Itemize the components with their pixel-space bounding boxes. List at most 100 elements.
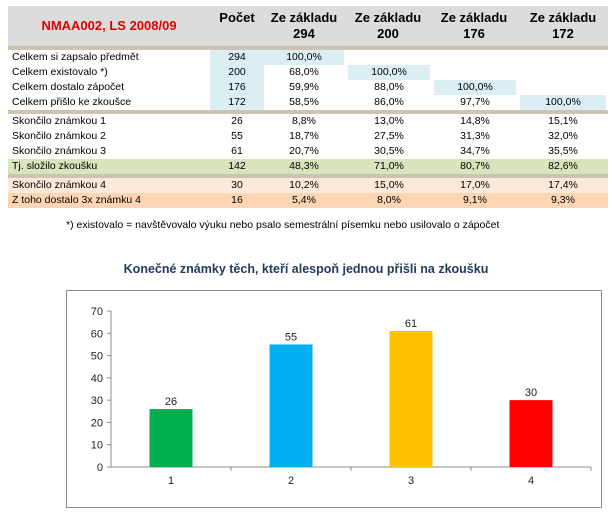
grade-statistics-table: NMAA002, LS 2008/09 Počet Ze základu 294… <box>8 6 608 208</box>
y-tick-label: 40 <box>91 373 103 385</box>
header-base-176: Ze základu 176 <box>434 10 514 42</box>
y-tick-label: 60 <box>91 328 103 340</box>
table-row: Celkem přišlo ke zkoušce 172 58,5% 86,0%… <box>8 95 608 110</box>
header-base-value: 176 <box>463 26 485 41</box>
table-header: NMAA002, LS 2008/09 Počet Ze základu 294… <box>8 6 608 46</box>
cell-pct-200: 15,0% <box>374 179 404 191</box>
header-base-label: Ze základu <box>440 10 508 25</box>
section-divider <box>8 46 608 50</box>
header-base-label: Ze základu <box>354 10 422 25</box>
cell-pct-200: 8,0% <box>377 194 401 206</box>
data-label: 30 <box>525 387 537 399</box>
cell-count: 142 <box>228 160 246 172</box>
cell-pct-176: 9,1% <box>463 194 487 206</box>
table-row: Skončilo známkou 1 26 8,8% 13,0% 14,8% 1… <box>8 114 608 129</box>
row-label: Skončilo známkou 3 <box>12 145 106 157</box>
cell-pct-176 <box>434 65 516 80</box>
data-label: 61 <box>405 318 417 330</box>
passed-summary-row: Tj. složilo zkoušku 142 48,3% 71,0% 80,7… <box>8 159 608 174</box>
row-label: Celkem dostalo zápočet <box>12 81 125 93</box>
row-label: Skončilo známkou 2 <box>12 130 106 142</box>
y-tick-label: 10 <box>91 440 103 452</box>
cell-pct-172: 17,4% <box>548 179 578 191</box>
cell-pct-200: 100,0% <box>348 65 430 80</box>
row-label: Celkem přišlo ke zkoušce <box>12 96 132 108</box>
chart-title: Konečné známky těch, kteří alespoň jedno… <box>123 262 489 276</box>
bar-grade-4 <box>509 400 553 467</box>
row-label: Celkem si zapsalo předmět <box>12 51 139 63</box>
cell-pct-172: 100,0% <box>520 95 606 110</box>
cell-pct-172 <box>520 80 606 95</box>
cell-pct-176: 80,7% <box>460 160 490 172</box>
cell-pct-294: 20,7% <box>289 145 319 157</box>
y-tick-label: 30 <box>91 395 103 407</box>
cell-pct-294: 48,3% <box>289 160 319 172</box>
cell-count: 16 <box>231 194 243 206</box>
section-divider <box>8 110 608 114</box>
table-row: Celkem dostalo zápočet 176 59,9% 88,0% 1… <box>8 80 608 95</box>
cell-pct-172: 15,1% <box>548 115 578 127</box>
cell-count: 294 <box>210 50 264 65</box>
y-tick-label: 20 <box>91 417 103 429</box>
cell-pct-172: 82,6% <box>548 160 578 172</box>
cell-pct-176 <box>434 50 516 65</box>
section-divider <box>8 174 608 178</box>
table-row: Skončilo známkou 2 55 18,7% 27,5% 31,3% … <box>8 129 608 144</box>
cell-pct-172 <box>520 50 606 65</box>
cell-count: 30 <box>231 179 243 191</box>
y-tick-label: 0 <box>97 462 103 474</box>
header-base-172: Ze základu 172 <box>520 10 606 42</box>
header-base-294: Ze základu 294 <box>264 10 344 42</box>
cell-pct-176: 17,0% <box>460 179 490 191</box>
x-tick-label: 2 <box>288 475 294 487</box>
cell-count: 61 <box>231 145 243 157</box>
cell-count: 172 <box>210 95 264 110</box>
cell-pct-294: 18,7% <box>289 130 319 142</box>
data-label: 26 <box>165 396 177 408</box>
bar-grade-1 <box>149 409 193 467</box>
cell-pct-200: 86,0% <box>374 96 404 108</box>
row-label: Tj. složilo zkoušku <box>12 160 98 172</box>
cell-pct-294: 100,0% <box>264 50 344 65</box>
cell-pct-176: 97,7% <box>460 96 490 108</box>
data-label: 55 <box>285 331 297 343</box>
cell-pct-294: 10,2% <box>289 179 319 191</box>
cell-pct-172: 35,5% <box>548 145 578 157</box>
cell-pct-200: 88,0% <box>374 81 404 93</box>
cell-pct-172: 9,3% <box>551 194 575 206</box>
x-tick-label: 3 <box>408 475 414 487</box>
footnote: *) existovalo = navštěvovalo výuku nebo … <box>66 219 500 231</box>
y-tick-label: 70 <box>91 306 103 318</box>
cell-pct-294: 68,0% <box>289 66 319 78</box>
cell-pct-294: 58,5% <box>289 96 319 108</box>
cell-pct-294: 59,9% <box>289 81 319 93</box>
x-tick-label: 1 <box>168 475 174 487</box>
cell-pct-176: 31,3% <box>460 130 490 142</box>
cell-pct-176: 14,8% <box>460 115 490 127</box>
cell-pct-294: 5,4% <box>292 194 316 206</box>
table-row: Celkem existovalo *) 200 68,0% 100,0% <box>8 65 608 80</box>
cell-pct-172 <box>520 65 606 80</box>
cell-pct-200: 13,0% <box>374 115 404 127</box>
failed-thrice-row: Z toho dostalo 3x známku 4 16 5,4% 8,0% … <box>8 193 608 208</box>
header-base-value: 200 <box>377 26 399 41</box>
bar-chart-frame: 0 10 20 30 40 50 60 70 26 1 55 2 61 3 30 4 <box>66 290 602 508</box>
header-base-200: Ze základu 200 <box>348 10 428 42</box>
cell-count: 26 <box>231 115 243 127</box>
header-count-label: Počet <box>219 10 255 25</box>
header-count: Počet <box>210 10 264 26</box>
table-row: Skončilo známkou 3 61 20,7% 30,5% 34,7% … <box>8 144 608 159</box>
row-label: Celkem existovalo *) <box>12 66 108 78</box>
row-label: Skončilo známkou 4 <box>12 179 106 191</box>
cell-pct-172: 32,0% <box>548 130 578 142</box>
cell-pct-200: 30,5% <box>374 145 404 157</box>
cell-count: 200 <box>210 65 264 80</box>
y-tick-label: 50 <box>91 351 103 363</box>
row-label: Skončilo známkou 1 <box>12 115 106 127</box>
cell-pct-294: 8,8% <box>292 115 316 127</box>
header-base-value: 172 <box>552 26 574 41</box>
header-base-label: Ze základu <box>270 10 338 25</box>
table-row: Celkem si zapsalo předmět 294 100,0% <box>8 50 608 65</box>
cell-pct-200: 27,5% <box>374 130 404 142</box>
